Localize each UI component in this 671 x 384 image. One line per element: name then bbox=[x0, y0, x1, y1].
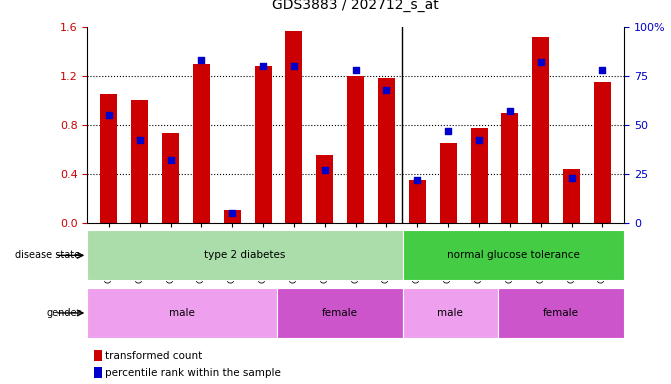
Bar bbox=[316, 156, 333, 223]
Bar bbox=[101, 94, 117, 223]
Point bbox=[258, 63, 268, 69]
Point bbox=[196, 57, 207, 63]
Text: gender: gender bbox=[46, 308, 81, 318]
Bar bbox=[532, 37, 550, 223]
Bar bbox=[276, 288, 403, 338]
Text: percentile rank within the sample: percentile rank within the sample bbox=[105, 368, 280, 378]
Bar bbox=[498, 288, 624, 338]
Bar bbox=[87, 230, 403, 280]
Bar bbox=[223, 210, 241, 223]
Bar bbox=[403, 288, 498, 338]
Point bbox=[535, 59, 546, 65]
Point bbox=[412, 177, 423, 183]
Bar bbox=[594, 82, 611, 223]
Text: GDS3883 / 202712_s_at: GDS3883 / 202712_s_at bbox=[272, 0, 439, 12]
Point bbox=[443, 127, 454, 134]
Bar bbox=[285, 31, 303, 223]
Point bbox=[597, 67, 608, 73]
Bar bbox=[501, 113, 519, 223]
Point bbox=[289, 63, 299, 69]
Bar bbox=[132, 100, 148, 223]
Point bbox=[319, 167, 330, 173]
Point bbox=[381, 86, 392, 93]
Point bbox=[350, 67, 361, 73]
Point bbox=[103, 112, 114, 118]
Bar bbox=[378, 78, 395, 223]
Bar bbox=[403, 230, 624, 280]
Point bbox=[474, 137, 484, 144]
Point bbox=[165, 157, 176, 163]
Point bbox=[566, 175, 577, 181]
Bar bbox=[347, 76, 364, 223]
Bar bbox=[193, 64, 210, 223]
Text: type 2 diabetes: type 2 diabetes bbox=[205, 250, 286, 260]
Bar bbox=[87, 288, 276, 338]
Text: male: male bbox=[437, 308, 463, 318]
Text: female: female bbox=[322, 308, 358, 318]
Text: transformed count: transformed count bbox=[105, 351, 202, 361]
Point bbox=[134, 137, 145, 144]
Bar bbox=[162, 133, 179, 223]
Point bbox=[227, 210, 238, 216]
Bar bbox=[470, 129, 488, 223]
Point bbox=[505, 108, 515, 114]
Text: normal glucose tolerance: normal glucose tolerance bbox=[447, 250, 580, 260]
Bar bbox=[409, 180, 426, 223]
Text: female: female bbox=[543, 308, 579, 318]
Bar bbox=[440, 143, 457, 223]
Bar bbox=[563, 169, 580, 223]
Bar bbox=[254, 66, 272, 223]
Text: male: male bbox=[169, 308, 195, 318]
Text: disease state: disease state bbox=[15, 250, 81, 260]
